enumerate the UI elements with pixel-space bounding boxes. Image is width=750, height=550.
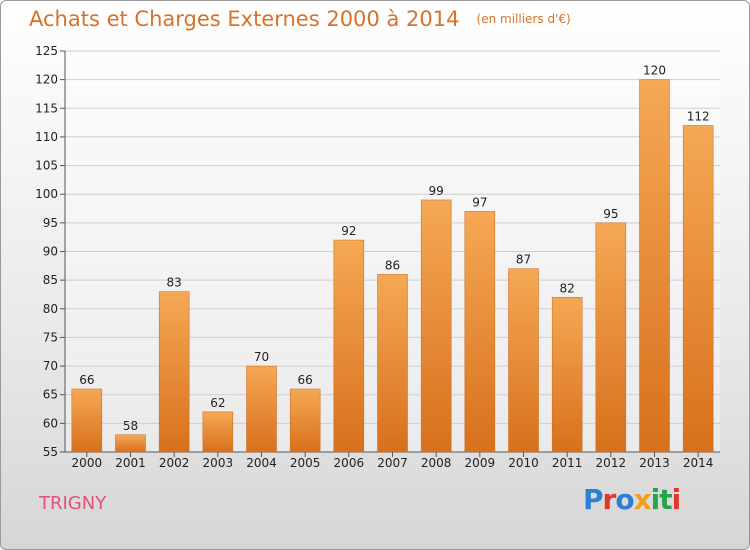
value-label-2001: 58 <box>123 419 138 433</box>
value-label-2007: 86 <box>385 258 400 272</box>
value-label-2000: 66 <box>79 373 94 387</box>
y-tick-label: 125 <box>35 44 58 58</box>
x-tick-label-2001: 2001 <box>115 456 146 470</box>
value-label-2008: 99 <box>429 184 444 198</box>
bars <box>71 79 714 453</box>
value-label-2014: 112 <box>687 109 710 123</box>
value-label-2013: 120 <box>643 64 666 78</box>
bar-2014 <box>682 125 714 453</box>
x-tick-label-2012: 2012 <box>596 456 627 470</box>
bar-2006 <box>333 239 365 453</box>
x-tick-label-2010: 2010 <box>508 456 539 470</box>
chart-title-row: Achats et Charges Externes 2000 à 2014 (… <box>29 7 571 31</box>
x-tick-label-2014: 2014 <box>683 456 714 470</box>
y-tick-label: 70 <box>43 359 58 373</box>
y-tick-label: 100 <box>35 187 58 201</box>
value-label-2006: 92 <box>341 224 356 238</box>
bar-2010 <box>508 268 539 453</box>
y-tick-label: 65 <box>43 388 58 402</box>
x-tick-label-2005: 2005 <box>290 456 321 470</box>
labels: 55 60 65 70 75 80 85 90 95 100 105 110 115 120 125 66 20… <box>35 44 713 470</box>
bar-2013 <box>639 79 670 453</box>
y-tick-label: 105 <box>35 159 58 173</box>
y-tick-label: 75 <box>43 330 58 344</box>
y-tick-label: 120 <box>35 73 58 87</box>
value-label-2011: 82 <box>560 281 575 295</box>
y-tick-label: 85 <box>43 273 58 287</box>
chart-title: Achats et Charges Externes 2000 à 2014 <box>29 7 460 31</box>
x-tick-label-2007: 2007 <box>377 456 408 470</box>
brand-logo: Proxiti <box>583 483 681 516</box>
value-label-2005: 66 <box>298 373 313 387</box>
x-tick-label-2006: 2006 <box>334 456 365 470</box>
y-tick-label: 115 <box>35 101 58 115</box>
value-label-2009: 97 <box>472 195 487 209</box>
bar-2007 <box>377 274 408 453</box>
x-tick-label-2004: 2004 <box>246 456 277 470</box>
y-tick-label: 60 <box>43 416 58 430</box>
bar-2009 <box>464 211 496 453</box>
x-tick-label-2013: 2013 <box>639 456 670 470</box>
bar-2008 <box>420 199 452 453</box>
x-tick-label-2002: 2002 <box>159 456 190 470</box>
bar-2012 <box>595 222 627 453</box>
bar-2001 <box>115 434 146 453</box>
value-label-2012: 95 <box>603 207 618 221</box>
bar-2004 <box>246 365 277 453</box>
chart-unit: (en milliers d'€) <box>476 12 571 26</box>
bar-2005 <box>289 388 321 453</box>
value-label-2002: 83 <box>167 276 182 290</box>
x-tick-label-2009: 2009 <box>465 456 496 470</box>
x-tick-label-2003: 2003 <box>203 456 234 470</box>
commune-name: TRIGNY <box>39 493 107 514</box>
y-tick-label: 80 <box>43 302 58 316</box>
y-tick-label: 95 <box>43 216 58 230</box>
x-tick-label-2011: 2011 <box>552 456 583 470</box>
bar-2011 <box>551 297 583 453</box>
y-tick-label: 110 <box>35 130 58 144</box>
bar-2002 <box>158 291 190 453</box>
y-tick-label: 90 <box>43 245 58 259</box>
bar-2003 <box>202 411 234 453</box>
value-label-2010: 87 <box>516 253 531 267</box>
y-tick-label: 55 <box>43 445 58 459</box>
x-tick-label-2008: 2008 <box>421 456 452 470</box>
x-tick-label-2000: 2000 <box>72 456 103 470</box>
value-label-2004: 70 <box>254 350 269 364</box>
value-label-2003: 62 <box>210 396 225 410</box>
bar-2000 <box>71 388 103 453</box>
